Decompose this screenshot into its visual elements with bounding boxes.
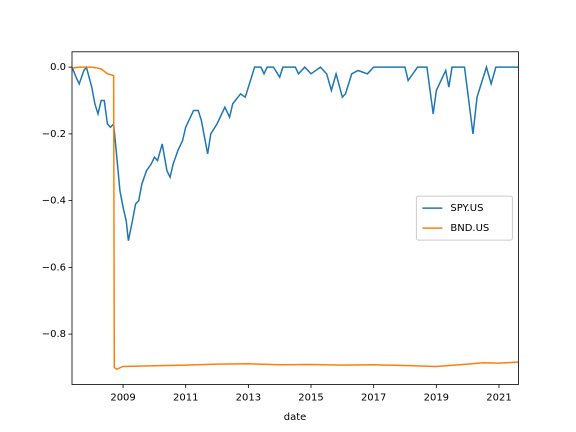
x-tick-label: 2013 [236, 393, 261, 404]
legend-label: SPY.US [450, 203, 483, 214]
x-tick-label: 2009 [110, 393, 135, 404]
x-tick-label: 2011 [173, 393, 198, 404]
x-tick-label: 2017 [361, 393, 386, 404]
y-tick-label: 0.0 [50, 62, 66, 73]
y-tick-label: −0.6 [42, 262, 66, 273]
legend-label: BND.US [450, 223, 489, 234]
axes-frame [71, 51, 519, 385]
y-tick-label: −0.2 [42, 129, 66, 140]
x-tick-label: 2019 [424, 393, 449, 404]
series-line [71, 66, 519, 370]
y-tick-label: −0.4 [42, 196, 66, 207]
x-tick-label: 2015 [298, 393, 323, 404]
legend-box [415, 195, 513, 241]
series-line [71, 64, 519, 241]
x-tick-label: 2021 [486, 393, 511, 404]
y-tick-label: −0.8 [42, 329, 66, 340]
x-axis-label: date [284, 412, 307, 423]
